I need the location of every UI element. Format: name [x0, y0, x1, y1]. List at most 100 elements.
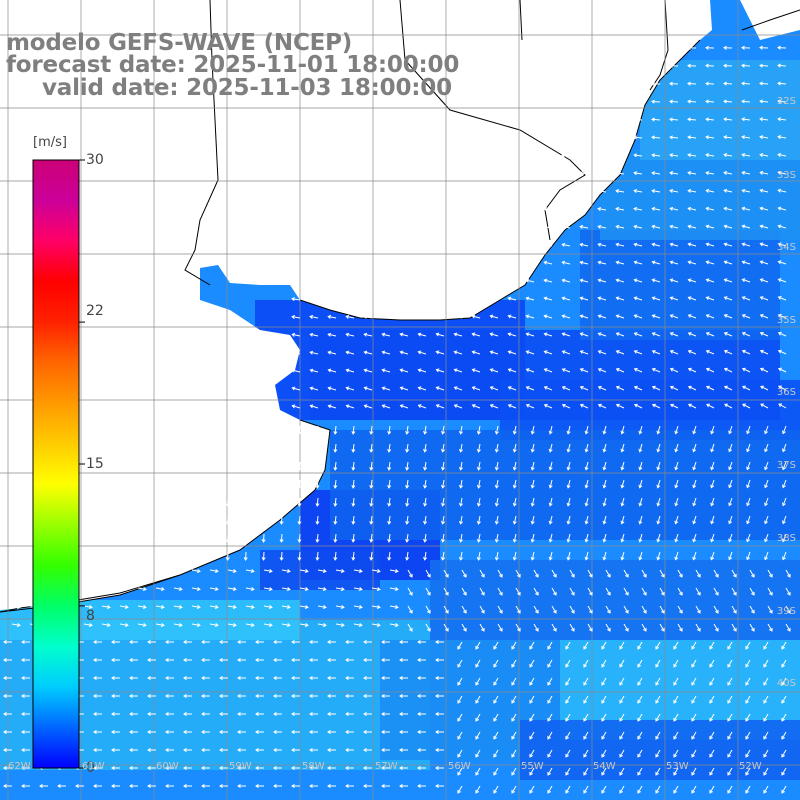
wind-arrow — [475, 767, 481, 776]
wind-arrow-head — [494, 448, 499, 453]
wind-arrow — [673, 641, 679, 650]
wind-arrow — [298, 425, 301, 435]
wind-arrow-head — [705, 63, 709, 68]
wind-arrow — [460, 425, 463, 434]
wind-arrow-head — [715, 609, 719, 614]
wind-arrow-head — [111, 693, 115, 699]
wind-arrow — [688, 172, 697, 175]
wind-arrow — [673, 767, 679, 776]
wind-arrow — [388, 497, 391, 506]
wind-arrow-head — [315, 503, 320, 507]
wind-arrow-head — [615, 189, 620, 194]
wind-arrow-head — [351, 520, 356, 525]
wind-arrow — [544, 297, 553, 301]
wind-arrow-head — [759, 63, 763, 68]
wind-arrow — [435, 208, 445, 211]
wind-arrow-head — [643, 609, 647, 614]
wind-arrow-head — [243, 485, 248, 489]
wind-arrow-head — [493, 789, 497, 794]
wind-arrow — [457, 731, 463, 740]
wind-arrow — [746, 497, 751, 506]
wind-arrow-head — [129, 747, 133, 753]
wind-arrow — [728, 533, 733, 542]
wind-arrow-head — [160, 623, 165, 627]
wind-arrow — [565, 659, 571, 668]
landmass — [0, 0, 712, 610]
wind-arrow — [317, 605, 326, 608]
wind-arrow-head — [333, 557, 338, 561]
wind-arrow — [652, 190, 661, 193]
wind-arrow-head — [691, 699, 695, 704]
wind-arrow — [526, 404, 535, 409]
wind-arrow — [508, 368, 517, 373]
wind-arrow — [263, 587, 272, 590]
wind-arrow — [641, 569, 647, 578]
wind-arrow — [567, 533, 571, 542]
wind-arrow-head — [409, 609, 413, 614]
wind-arrow — [310, 333, 319, 337]
wind-arrow-head — [692, 448, 697, 453]
wind-arrow-head — [475, 753, 479, 758]
wind-arrow-head — [661, 627, 665, 632]
wind-arrow-head — [279, 485, 284, 489]
wind-arrow — [191, 569, 200, 572]
wind-arrow — [263, 605, 272, 608]
wind-arrow-head — [777, 367, 782, 372]
wind-arrow-head — [189, 557, 194, 561]
wind-arrow-head — [633, 296, 638, 301]
wind-arrow — [598, 315, 607, 319]
wind-arrow — [767, 569, 773, 578]
wind-arrow — [634, 297, 643, 301]
wind-arrow — [352, 497, 355, 506]
wind-arrow — [598, 368, 607, 373]
wind-arrow-head — [327, 693, 331, 699]
wind-arrow-head — [777, 99, 782, 104]
wind-arrow-head — [530, 538, 535, 543]
wind-arrow — [389, 569, 398, 572]
wind-arrow-head — [475, 771, 479, 776]
wind-arrow-head — [309, 639, 313, 645]
wind-arrow-head — [387, 484, 392, 489]
wind-arrow-head — [381, 729, 385, 735]
wind-arrow — [637, 695, 643, 704]
wind-arrow-head — [369, 520, 374, 525]
wind-arrow — [513, 497, 517, 506]
wind-arrow-head — [633, 403, 638, 408]
wind-arrow-head — [745, 753, 749, 758]
wind-arrow-head — [476, 556, 481, 561]
wind-arrow-head — [687, 171, 692, 176]
wind-arrow-head — [543, 332, 548, 337]
wind-arrow-head — [363, 296, 368, 301]
wind-arrow-head — [207, 557, 212, 561]
wind-arrow-head — [782, 520, 786, 525]
wind-arrow-head — [741, 278, 746, 283]
wind-arrow-head — [279, 503, 284, 507]
wind-arrow-head — [237, 765, 241, 771]
wind-arrow-head — [93, 765, 97, 771]
wind-arrow — [580, 208, 589, 211]
wind-arrow — [745, 749, 751, 758]
wind-arrow — [652, 404, 661, 409]
wind-arrow — [515, 569, 521, 578]
wind-arrow-head — [345, 747, 349, 753]
wind-arrow — [280, 461, 283, 471]
wind-arrow-head — [435, 225, 440, 230]
wind-arrow — [639, 551, 643, 560]
wind-arrow-head — [723, 170, 728, 175]
wind-arrow — [688, 279, 697, 283]
wind-arrow — [598, 386, 607, 391]
wind-arrow-head — [351, 556, 356, 561]
wind-arrow — [436, 244, 445, 247]
wind-arrow-head — [457, 681, 461, 686]
wind-arrow — [639, 443, 643, 452]
wind-arrow-head — [255, 693, 259, 699]
wind-arrow-head — [529, 735, 533, 740]
wind-arrow — [655, 695, 661, 704]
longitude-label: 59W — [229, 761, 252, 772]
wind-arrow-head — [615, 314, 620, 319]
wind-arrow — [583, 713, 589, 722]
wind-arrow-head — [309, 657, 313, 663]
wind-arrow-head — [692, 502, 697, 507]
wind-arrow-head — [273, 657, 277, 663]
wind-arrow-head — [453, 350, 458, 355]
